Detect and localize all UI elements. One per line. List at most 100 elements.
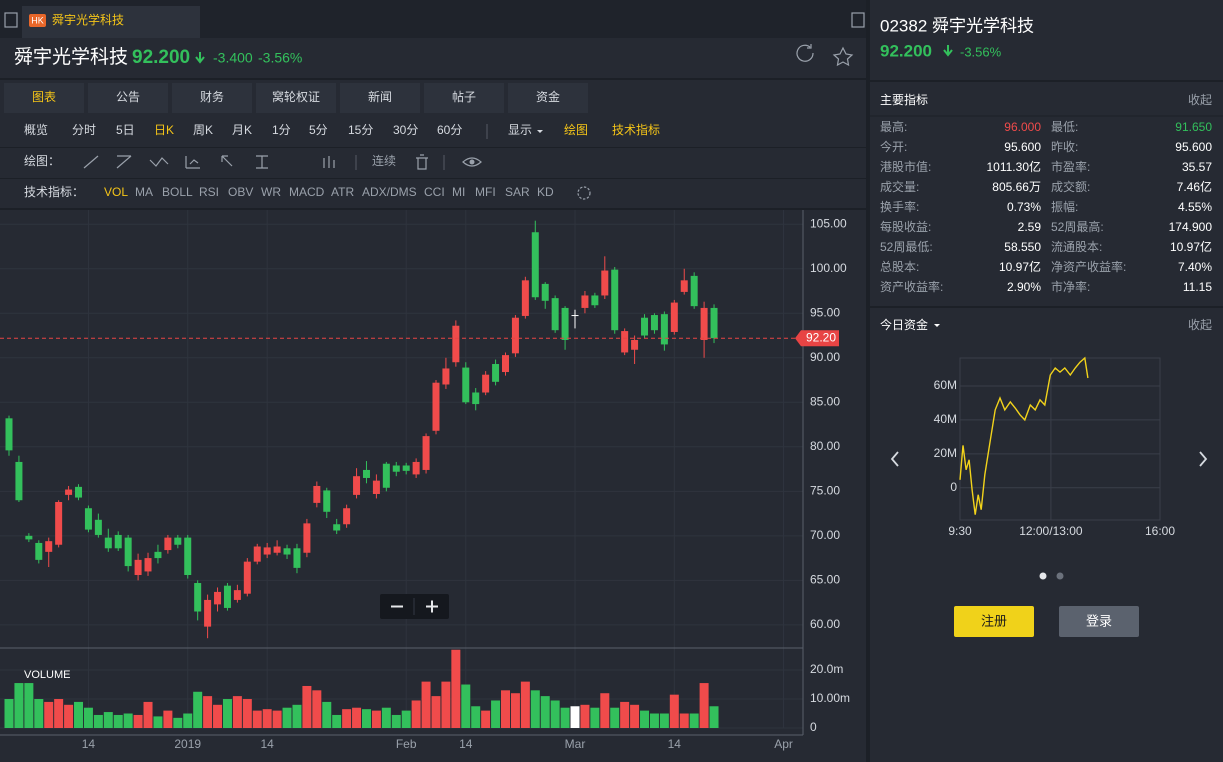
candle-body	[571, 315, 579, 317]
metric-value: 95.600	[1004, 140, 1041, 154]
delete-icon[interactable]	[416, 154, 428, 170]
period-tool[interactable]: 绘图	[564, 122, 588, 137]
carousel-arrows[interactable]	[890, 451, 1208, 467]
tab[interactable]	[4, 83, 84, 113]
indicator-option[interactable]: WR	[261, 185, 281, 199]
period-tool[interactable]: 技术指标	[612, 122, 660, 137]
metric-label: 资产收益率:	[880, 279, 943, 294]
volume-bar	[699, 683, 709, 728]
carousel-dot[interactable]	[1039, 572, 1047, 580]
period-option[interactable]: 30分	[393, 123, 418, 137]
period-option[interactable]: 1分	[272, 123, 291, 137]
settings-icon[interactable]	[577, 186, 591, 200]
x-tick-label: 14	[82, 737, 96, 751]
period-option[interactable]: 60分	[437, 123, 462, 137]
candle-body	[611, 269, 619, 331]
indicator-option[interactable]: SAR	[505, 185, 530, 199]
candle-body	[372, 480, 380, 494]
indicator-option[interactable]: VOL	[104, 185, 128, 199]
period-option[interactable]: 5日	[116, 123, 135, 137]
stock-tab[interactable]	[22, 6, 200, 38]
period-option[interactable]: 5分	[309, 123, 328, 137]
period-option[interactable]: 分时	[72, 123, 96, 137]
dropdown-caret	[934, 324, 940, 327]
candle-body	[353, 476, 361, 495]
register-button[interactable]	[954, 606, 1034, 637]
side-price: 92.200	[880, 41, 932, 60]
volume-bar	[74, 701, 84, 728]
refresh-icon[interactable]	[796, 44, 814, 62]
indicator-option[interactable]: BOLL	[162, 185, 193, 199]
login-button[interactable]	[1059, 606, 1139, 637]
volume-bar	[570, 706, 580, 728]
x-tick-label: 14	[668, 737, 682, 751]
indicator-option[interactable]: KD	[537, 185, 554, 199]
funds-title[interactable]: 今日资金	[880, 317, 928, 332]
candle-body	[174, 537, 182, 545]
candle-body	[25, 535, 33, 540]
volume-bar	[252, 710, 262, 728]
candle-body	[710, 307, 718, 339]
indicator-option[interactable]: RSI	[199, 185, 219, 199]
volume-bar	[381, 707, 391, 728]
period-option[interactable]: 月K	[232, 123, 252, 137]
candle-body	[343, 508, 351, 525]
metric-value: 10.97亿	[1170, 239, 1212, 254]
period-option[interactable]: 周K	[193, 123, 213, 137]
tab[interactable]	[340, 83, 420, 113]
down-arrow	[195, 52, 205, 64]
y-tick-label: 75.00	[810, 483, 840, 497]
visibility-icon[interactable]	[462, 157, 482, 167]
collapse-button[interactable]: 收起	[1188, 318, 1212, 332]
tab[interactable]	[256, 83, 336, 113]
y-tick-label: 90.00	[810, 350, 840, 364]
volume-bar	[242, 699, 252, 728]
indicator-option[interactable]: MI	[452, 185, 465, 199]
tab-label: 图表	[32, 90, 56, 104]
volume-bar	[24, 683, 34, 728]
indicator-option[interactable]: ADX/DMS	[362, 185, 417, 199]
indicator-option[interactable]: ATR	[331, 185, 354, 199]
indicator-option[interactable]: OBV	[228, 185, 253, 199]
favorite-icon[interactable]	[832, 46, 854, 67]
period-option[interactable]: 概览	[24, 122, 48, 137]
volume-bar	[44, 701, 54, 728]
volume-bar	[649, 713, 659, 728]
x-tick-label: 16:00	[1145, 524, 1175, 538]
collapse-button[interactable]: 收起	[1188, 93, 1212, 107]
indicator-option[interactable]: MFI	[475, 185, 496, 199]
metric-value: 96.000	[1004, 120, 1041, 134]
tab[interactable]	[424, 83, 504, 113]
period-tool[interactable]: 显示	[508, 123, 532, 137]
draw-tools[interactable]	[83, 155, 335, 169]
metric-label: 昨收:	[1051, 140, 1078, 154]
period-option[interactable]: 日K	[154, 123, 174, 137]
y-tick-label: 60.00	[810, 617, 840, 631]
volume-bar	[580, 704, 590, 728]
tab[interactable]	[88, 83, 168, 113]
candle-body	[492, 364, 500, 382]
indicator-option[interactable]: CCI	[424, 185, 445, 199]
volume-bar	[292, 704, 302, 728]
y-tick-label: 20M	[934, 446, 957, 460]
carousel-dot[interactable]	[1056, 572, 1064, 580]
panel-toggle[interactable]	[4, 12, 18, 28]
period-option[interactable]: 15分	[348, 123, 373, 137]
indicator-option[interactable]: MACD	[289, 185, 325, 199]
stock-name: 舜宇光学科技	[14, 46, 128, 68]
candle-body	[333, 524, 341, 531]
indicator-option[interactable]: MA	[135, 185, 153, 199]
volume-bar	[342, 709, 352, 728]
zoom-buttons[interactable]	[391, 600, 438, 613]
panel-toggle[interactable]	[851, 12, 865, 28]
tab[interactable]	[508, 83, 588, 113]
metric-value: 10.97亿	[999, 259, 1041, 274]
volume-bar	[14, 683, 24, 728]
volume-bar	[203, 696, 213, 728]
draw-continuous[interactable]: 连续	[372, 153, 396, 168]
y-tick-label: 70.00	[810, 528, 840, 542]
metric-label: 振幅:	[1051, 199, 1078, 214]
tab[interactable]	[172, 83, 252, 113]
y-tick-label: 65.00	[810, 573, 840, 587]
candle-body	[35, 542, 43, 560]
